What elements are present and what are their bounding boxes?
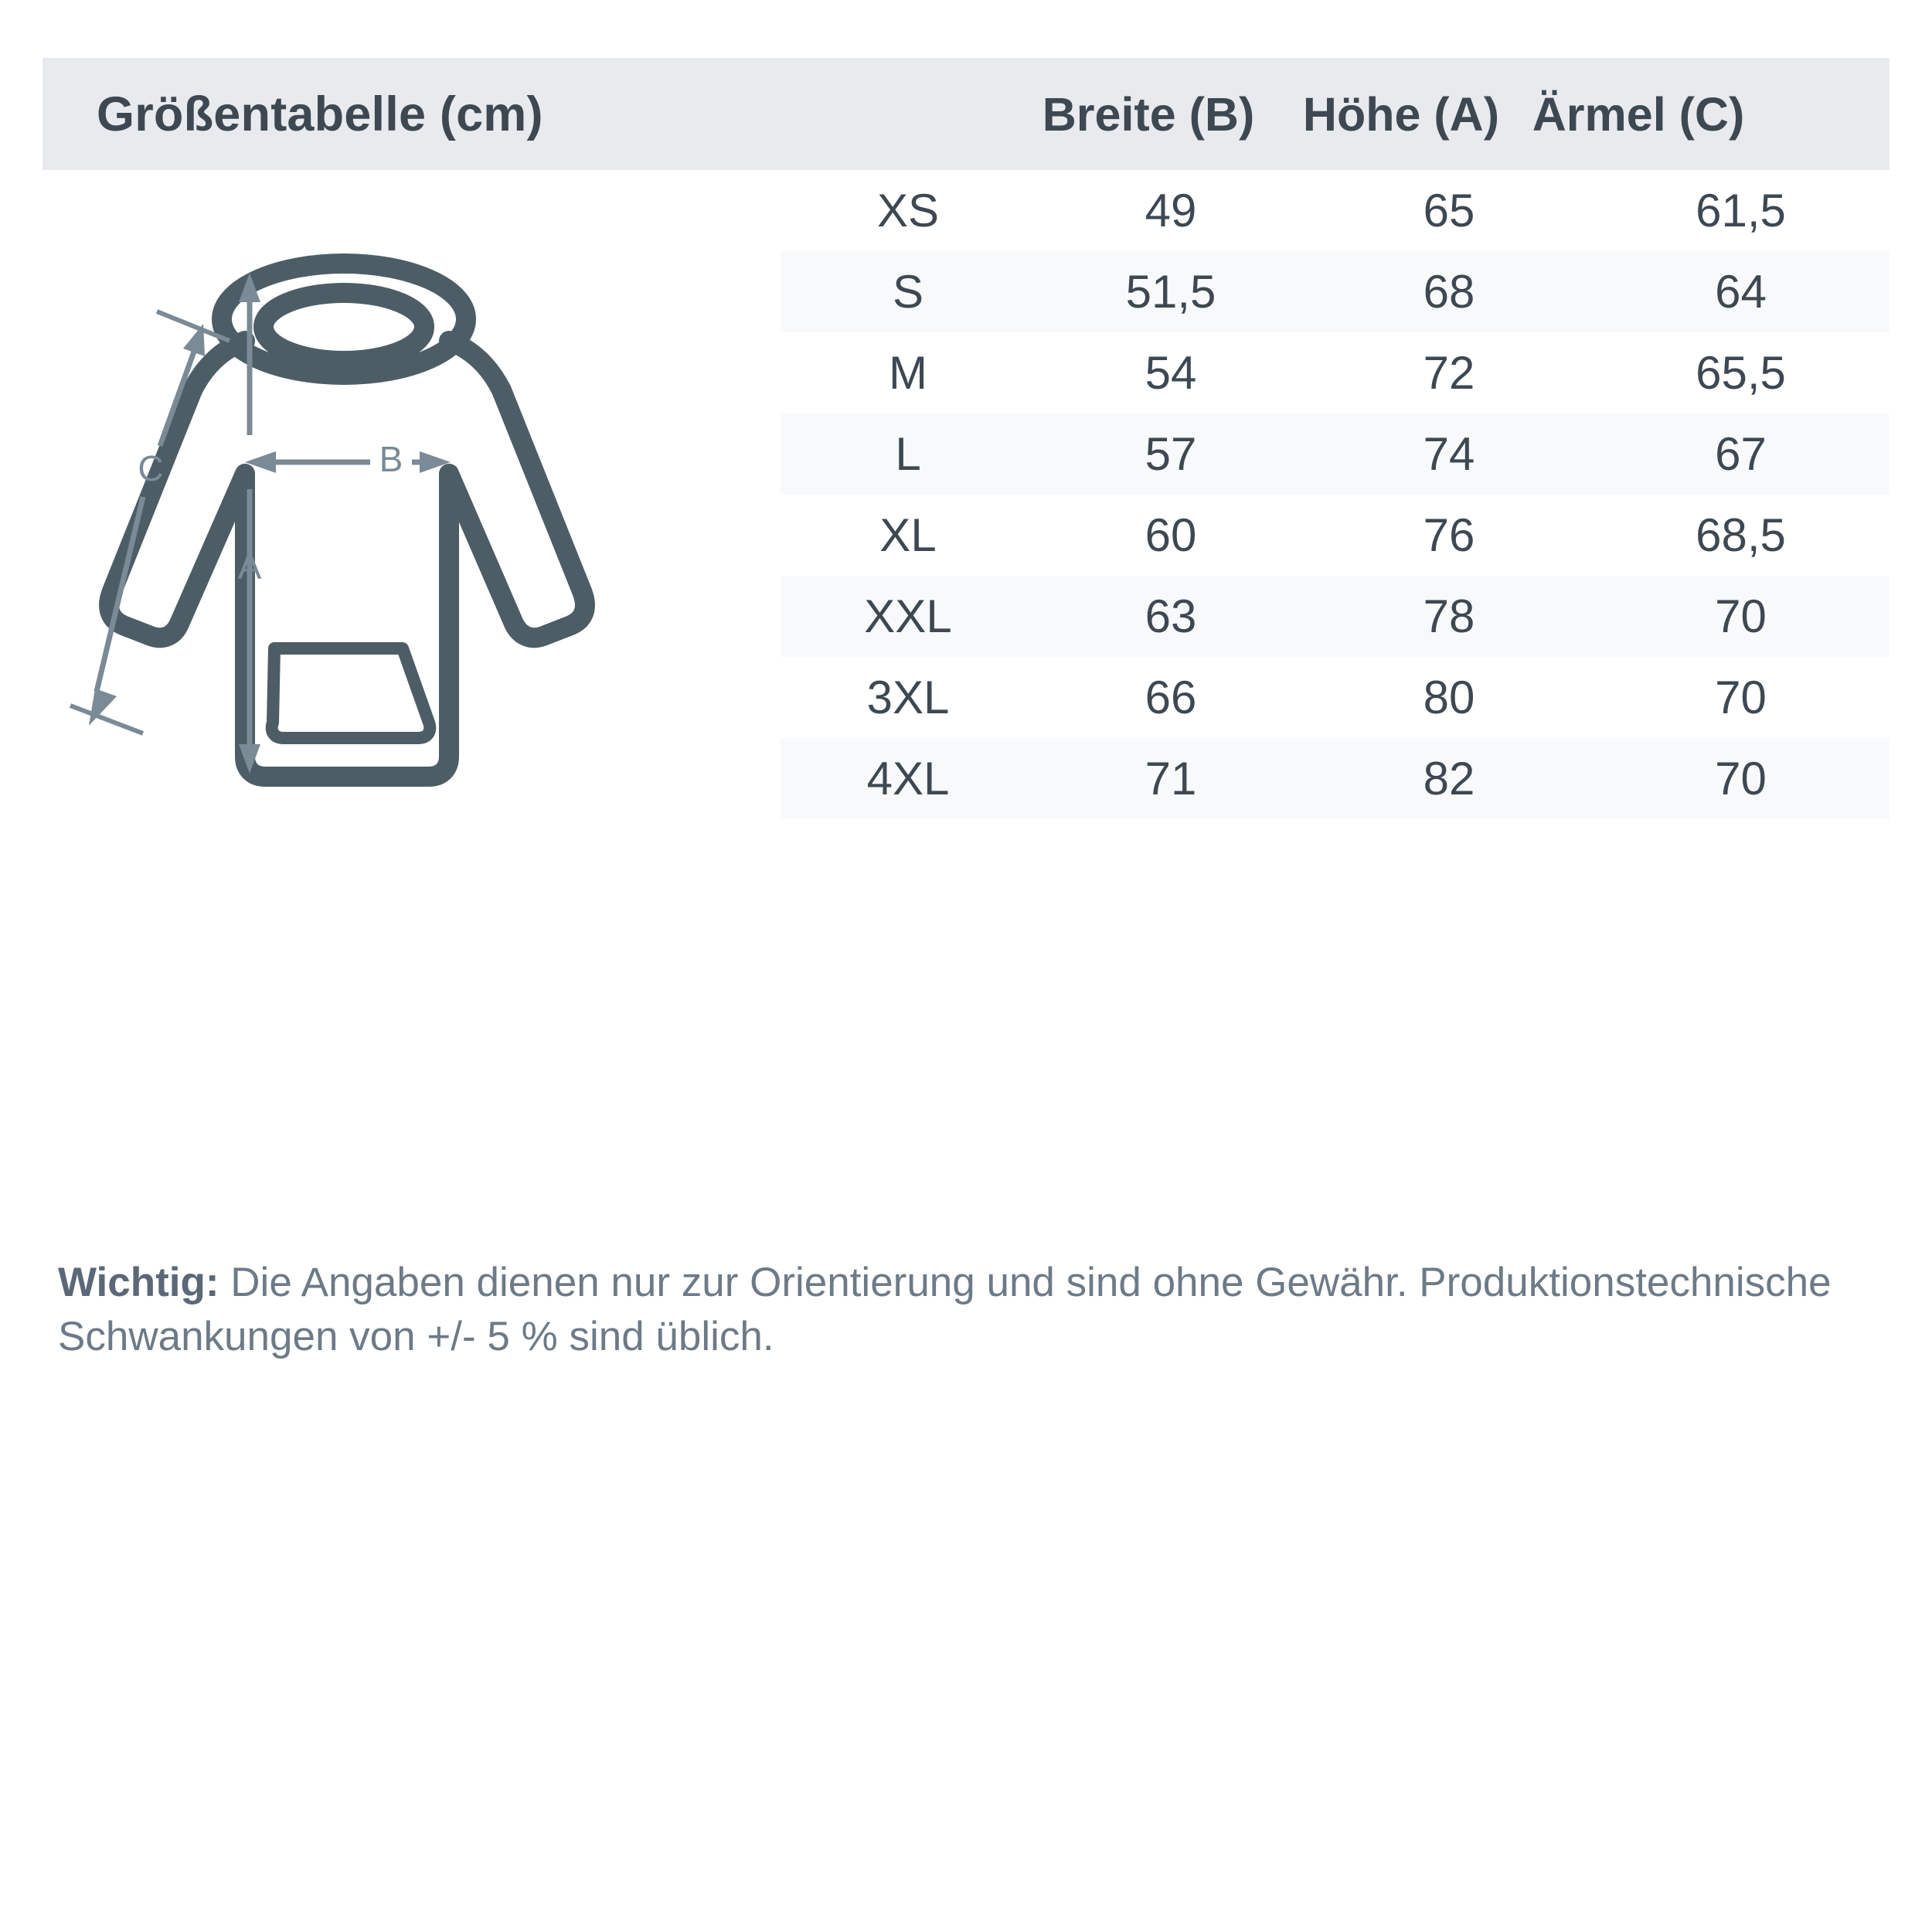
dimension-c-tick-bottom <box>69 703 145 736</box>
table-row: XL 60 76 68,5 <box>781 495 1889 576</box>
cell-breite: 60 <box>1145 509 1197 561</box>
column-header-breite: Breite (B) <box>1042 87 1255 141</box>
disclaimer-note: Wichtig: Die Angaben dienen nur zur Orie… <box>58 1256 1897 1364</box>
hoodie-outline-group <box>99 253 595 787</box>
cell-size: M <box>889 346 927 399</box>
table-row: 4XL 71 82 70 <box>781 738 1889 819</box>
cell-breite: 63 <box>1145 590 1197 642</box>
table-row: S 51,5 68 64 <box>781 251 1889 332</box>
size-table-body: XS 49 65 61,5 S 51,5 68 64 M 54 72 65,5 … <box>781 170 1889 819</box>
cell-aermel: 67 <box>1715 427 1767 480</box>
cell-hoehe: 82 <box>1423 752 1475 804</box>
cell-hoehe: 68 <box>1423 265 1475 318</box>
cell-size: 3XL <box>866 671 950 723</box>
cell-hoehe: 80 <box>1423 671 1475 723</box>
dimension-label-a: A <box>238 546 262 587</box>
column-header-hoehe: Höhe (A) <box>1302 87 1500 141</box>
table-row: XXL 63 78 70 <box>781 576 1889 657</box>
cell-size: L <box>895 427 921 480</box>
dimension-c-line-upper <box>157 350 197 447</box>
hood-outer-icon <box>212 253 476 385</box>
dimension-b-arrow-right <box>420 451 451 473</box>
hoodie-body-and-sleeves <box>99 331 595 787</box>
cell-breite: 54 <box>1145 346 1197 399</box>
cell-aermel: 68,5 <box>1696 509 1786 561</box>
cell-breite: 57 <box>1145 427 1197 480</box>
dimension-c-tick-top <box>155 309 231 343</box>
kangaroo-pocket <box>265 642 437 744</box>
cell-aermel: 70 <box>1715 590 1767 642</box>
cell-hoehe: 72 <box>1423 346 1475 399</box>
dimension-a-arrow-down <box>239 744 260 774</box>
dimension-b-arrow-left <box>245 451 276 473</box>
column-header-aermel: Ärmel (C) <box>1532 87 1745 141</box>
hoodie-measurement-illustration: A B C <box>69 253 595 787</box>
table-row: L 57 74 67 <box>781 413 1889 495</box>
cell-size: XS <box>876 184 940 236</box>
cell-hoehe: 74 <box>1423 427 1475 480</box>
cell-aermel: 64 <box>1715 265 1767 318</box>
cell-aermel: 65,5 <box>1696 346 1786 399</box>
dimension-c-arrow-down <box>89 689 117 726</box>
dimension-c-arrow-up <box>183 324 205 356</box>
dimension-label-c: C <box>138 448 163 488</box>
disclaimer-text: Die Angaben dienen nur zur Orientierung … <box>58 1260 1832 1359</box>
table-row: M 54 72 65,5 <box>781 332 1889 413</box>
table-row: XS 49 65 61,5 <box>781 170 1889 251</box>
table-row: 3XL 66 80 70 <box>781 657 1889 738</box>
page-title: Größentabelle (cm) <box>97 87 543 141</box>
cell-hoehe: 76 <box>1423 509 1475 561</box>
cell-size: S <box>892 265 924 318</box>
hoodie-diagram: A B C <box>66 228 777 862</box>
disclaimer-label: Wichtig: <box>58 1260 219 1305</box>
cell-aermel: 70 <box>1715 752 1767 804</box>
cell-breite: 66 <box>1145 671 1197 723</box>
cell-size: XL <box>879 509 937 561</box>
cell-breite: 49 <box>1145 184 1197 236</box>
cell-hoehe: 65 <box>1423 184 1475 236</box>
cell-breite: 51,5 <box>1125 265 1216 318</box>
hood-inner-icon <box>253 283 434 371</box>
dimension-lines-group <box>69 273 451 774</box>
dimension-label-b: B <box>379 439 403 479</box>
cell-hoehe: 78 <box>1423 590 1475 642</box>
cell-breite: 71 <box>1145 752 1197 804</box>
cell-aermel: 70 <box>1715 671 1767 723</box>
size-table: XS 49 65 61,5 S 51,5 68 64 M 54 72 65,5 … <box>781 170 1889 819</box>
dimension-c-line-lower <box>94 496 146 692</box>
cell-aermel: 61,5 <box>1696 184 1786 236</box>
cell-size: XXL <box>864 590 952 642</box>
dimension-a-arrow-up <box>239 273 260 302</box>
table-header-band: Größentabelle (cm) Breite (B) Höhe (A) Ä… <box>43 58 1889 170</box>
cell-size: 4XL <box>866 752 950 804</box>
